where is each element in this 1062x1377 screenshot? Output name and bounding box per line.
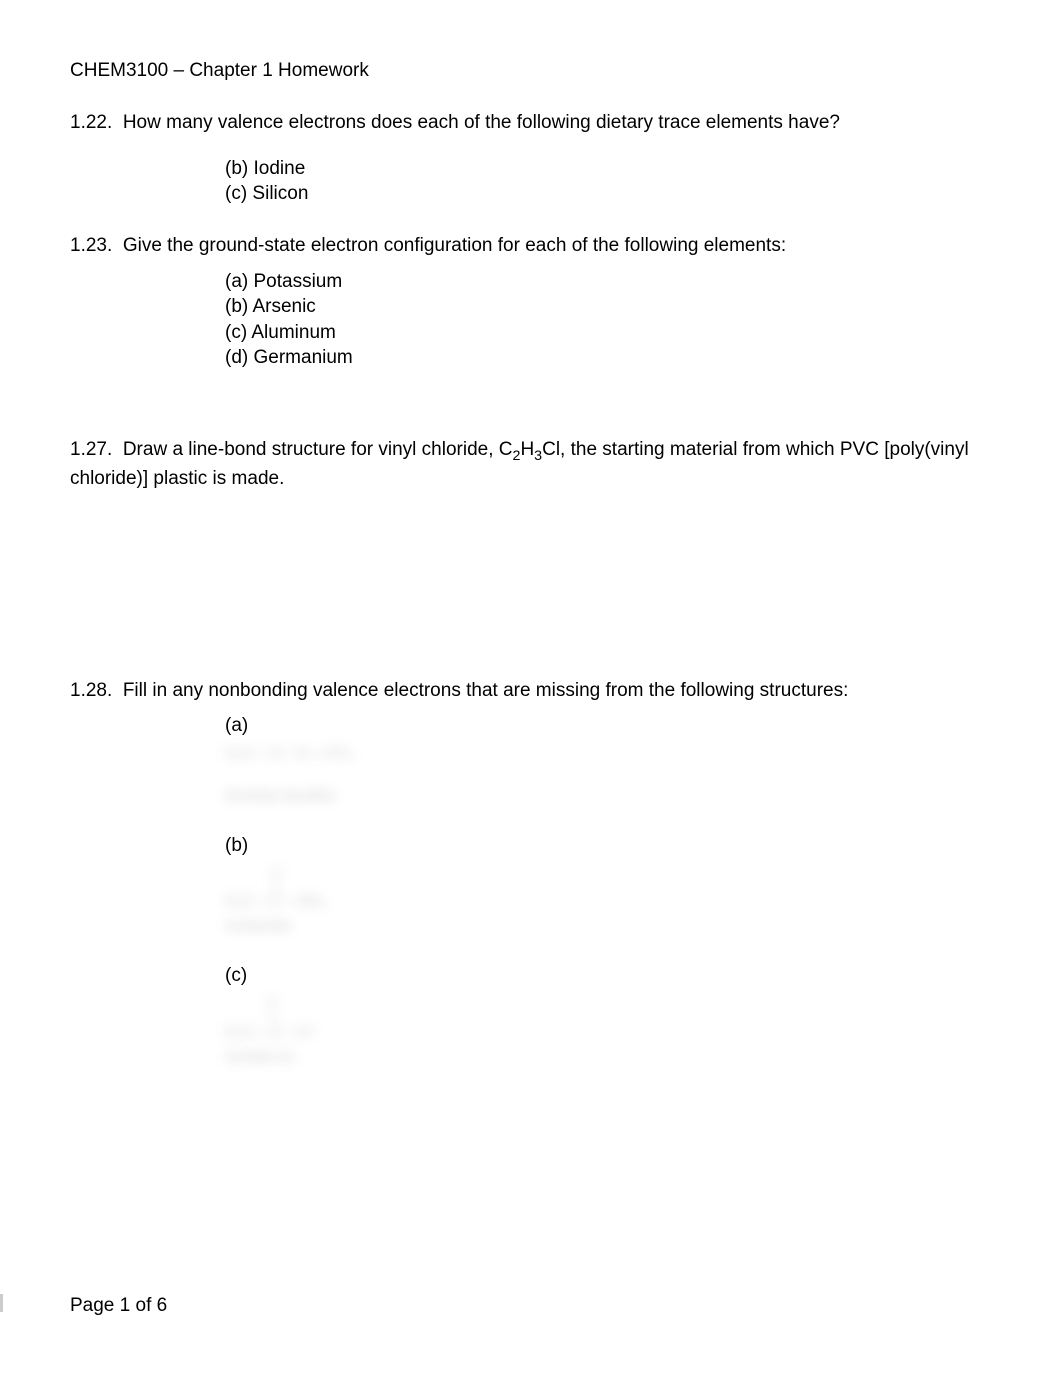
blurred-label-b: Acetamide — [225, 917, 992, 933]
question-1-28-text: 1.28. Fill in any nonbonding valence ele… — [70, 678, 992, 704]
blurred-formula-c: O ‖ H₃C—C—O⁻ — [225, 995, 319, 1041]
question-1-22: 1.22. How many valence electrons does ea… — [70, 110, 992, 207]
question-1-22-items: (b) Iodine (c) Silicon — [70, 156, 992, 207]
question-number: 1.28. — [70, 680, 112, 701]
question-1-23: 1.23. Give the ground-state electron con… — [70, 233, 992, 371]
question-1-27-text: 1.27. Draw a line-bond structure for vin… — [70, 437, 992, 492]
item-1-28-b-label: (b) — [70, 833, 992, 859]
item-1-23-d: (d) Germanium — [225, 345, 992, 371]
item-1-28-b-structure: O ‖ H₃C—C—NH₂ Acetamide — [70, 865, 992, 934]
question-1-23-items: (a) Potassium (b) Arsenic (c) Aluminum (… — [70, 269, 992, 372]
question-body: Fill in any nonbonding valence electrons… — [123, 680, 849, 701]
course-header: CHEM3100 – Chapter 1 Homework — [70, 60, 992, 82]
blurred-formula-a: H₃C—S—S—CH₃ — [225, 745, 354, 763]
item-1-28-a-label: (a) — [70, 713, 992, 739]
item-1-23-a: (a) Potassium — [225, 269, 992, 295]
question-number: 1.23. — [70, 235, 112, 256]
question-number: 1.22. — [70, 112, 112, 133]
blurred-label-c: Acetate ion — [225, 1048, 992, 1064]
question-1-27: 1.27. Draw a line-bond structure for vin… — [70, 437, 992, 492]
item-1-28-c-structure: O ‖ H₃C—C—O⁻ Acetate ion — [70, 995, 992, 1064]
page-edge-mark — [0, 1294, 3, 1312]
question-1-22-text: 1.22. How many valence electrons does ea… — [70, 110, 992, 136]
blurred-label-a: Dimethyl disulfide — [225, 787, 992, 803]
item-1-28-c-label: (c) — [70, 963, 992, 989]
question-1-23-text: 1.23. Give the ground-state electron con… — [70, 233, 992, 259]
question-body-part2: H — [520, 439, 534, 460]
blurred-formula-b: O ‖ H₃C—C—NH₂ — [225, 865, 328, 911]
question-body: How many valence electrons does each of … — [123, 112, 840, 133]
item-1-22-c: (c) Silicon — [225, 181, 992, 207]
question-number: 1.27. — [70, 439, 112, 460]
question-body: Give the ground-state electron configura… — [123, 235, 786, 256]
subscript-2: 3 — [534, 448, 542, 464]
question-body-part1: Draw a line-bond structure for vinyl chl… — [123, 439, 513, 460]
item-1-22-b: (b) Iodine — [225, 156, 992, 182]
question-1-28: 1.28. Fill in any nonbonding valence ele… — [70, 678, 992, 1064]
item-1-23-c: (c) Aluminum — [225, 320, 992, 346]
item-1-28-a-structure: H₃C—S—S—CH₃ Dimethyl disulfide — [70, 745, 992, 803]
item-1-23-b: (b) Arsenic — [225, 294, 992, 320]
page-footer: Page 1 of 6 — [70, 1295, 167, 1317]
